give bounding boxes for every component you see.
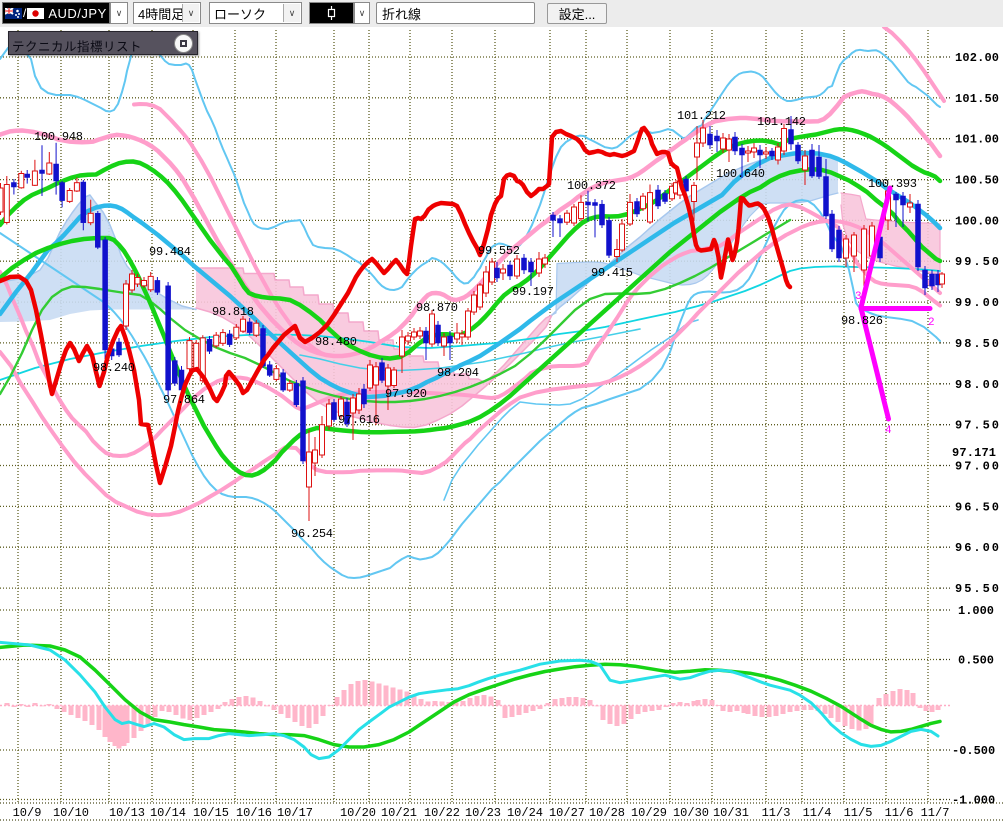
svg-text:96.00: 96.00 bbox=[955, 541, 999, 555]
svg-text:11/3: 11/3 bbox=[762, 806, 791, 820]
svg-text:100.393: 100.393 bbox=[868, 177, 917, 191]
svg-text:10/14: 10/14 bbox=[150, 806, 186, 820]
svg-text:10/31: 10/31 bbox=[713, 806, 749, 820]
svg-text:97.616: 97.616 bbox=[338, 413, 380, 427]
svg-text:10/15: 10/15 bbox=[193, 806, 229, 820]
svg-text:0.500: 0.500 bbox=[958, 654, 994, 668]
svg-text:100.372: 100.372 bbox=[567, 179, 616, 193]
svg-text:98.480: 98.480 bbox=[315, 335, 357, 349]
svg-text:100.50: 100.50 bbox=[955, 174, 999, 188]
svg-text:10/29: 10/29 bbox=[631, 806, 667, 820]
svg-text:98.826: 98.826 bbox=[841, 314, 883, 328]
svg-text:10/9: 10/9 bbox=[13, 806, 42, 820]
svg-text:10/27: 10/27 bbox=[549, 806, 585, 820]
svg-text:98.870: 98.870 bbox=[416, 301, 458, 315]
svg-text:100.640: 100.640 bbox=[716, 167, 765, 181]
svg-text:-1.000: -1.000 bbox=[952, 794, 995, 808]
svg-text:11/6: 11/6 bbox=[885, 806, 914, 820]
svg-text:100.948: 100.948 bbox=[34, 130, 83, 144]
svg-text:101.142: 101.142 bbox=[757, 115, 806, 129]
svg-text:98.240: 98.240 bbox=[93, 361, 135, 375]
svg-text:10/23: 10/23 bbox=[465, 806, 501, 820]
svg-text:10/22: 10/22 bbox=[424, 806, 460, 820]
svg-text:10/20: 10/20 bbox=[340, 806, 376, 820]
svg-text:97.50: 97.50 bbox=[955, 419, 999, 433]
svg-text:99.50: 99.50 bbox=[955, 255, 999, 269]
svg-text:11/4: 11/4 bbox=[803, 806, 832, 820]
svg-text:101.212: 101.212 bbox=[677, 109, 726, 123]
svg-text:98.50: 98.50 bbox=[955, 337, 999, 351]
svg-text:99.00: 99.00 bbox=[955, 296, 999, 310]
svg-text:101.00: 101.00 bbox=[955, 133, 999, 147]
svg-text:99.197: 99.197 bbox=[512, 285, 554, 299]
svg-text:99.415: 99.415 bbox=[591, 266, 633, 280]
svg-text:11/7: 11/7 bbox=[921, 806, 950, 820]
svg-text:97.171: 97.171 bbox=[952, 446, 996, 460]
svg-text:97.00: 97.00 bbox=[955, 460, 999, 474]
svg-text:10/21: 10/21 bbox=[381, 806, 417, 820]
svg-text:99.552: 99.552 bbox=[478, 244, 520, 258]
svg-text:10/28: 10/28 bbox=[589, 806, 625, 820]
svg-text:11/5: 11/5 bbox=[844, 806, 873, 820]
svg-text:95.50: 95.50 bbox=[955, 582, 999, 596]
svg-text:96.254: 96.254 bbox=[291, 527, 333, 541]
svg-text:10/16: 10/16 bbox=[236, 806, 272, 820]
svg-text:1.000: 1.000 bbox=[958, 604, 994, 618]
svg-text:10/17: 10/17 bbox=[277, 806, 313, 820]
svg-text:97.920: 97.920 bbox=[385, 387, 427, 401]
svg-text:98.818: 98.818 bbox=[212, 305, 254, 319]
svg-text:98.204: 98.204 bbox=[437, 366, 479, 380]
svg-text:3: 3 bbox=[855, 291, 862, 303]
svg-text:102.00: 102.00 bbox=[955, 51, 999, 65]
svg-text:10/10: 10/10 bbox=[53, 806, 89, 820]
svg-text:101.50: 101.50 bbox=[955, 92, 999, 106]
svg-text:99.484: 99.484 bbox=[149, 245, 191, 259]
svg-text:100.00: 100.00 bbox=[955, 214, 999, 228]
svg-text:10/30: 10/30 bbox=[673, 806, 709, 820]
svg-text:98.00: 98.00 bbox=[955, 378, 999, 392]
svg-text:4: 4 bbox=[885, 425, 892, 437]
svg-text:-0.500: -0.500 bbox=[952, 744, 995, 758]
svg-text:10/13: 10/13 bbox=[109, 806, 145, 820]
svg-text:96.50: 96.50 bbox=[955, 500, 999, 514]
svg-text:97.864: 97.864 bbox=[163, 393, 205, 407]
svg-text:10/24: 10/24 bbox=[507, 806, 543, 820]
svg-text:2: 2 bbox=[928, 317, 935, 329]
